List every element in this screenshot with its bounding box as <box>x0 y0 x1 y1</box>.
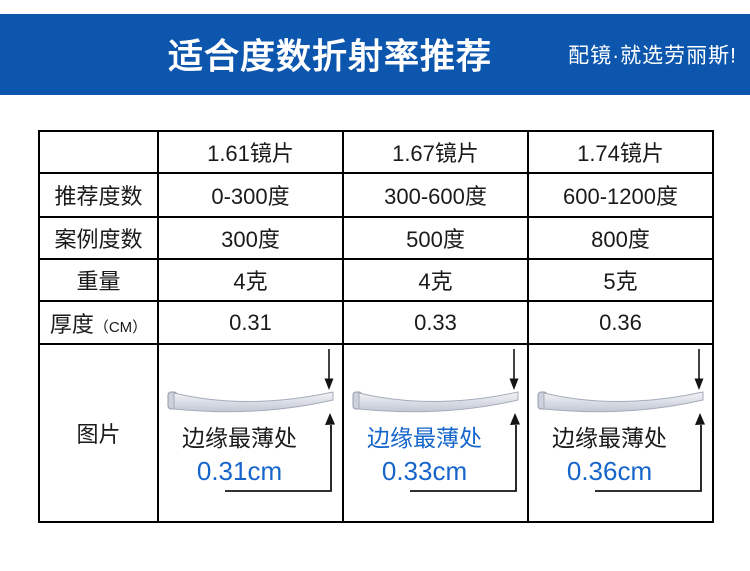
thinnest-edge-value: 0.36cm <box>566 456 653 486</box>
column-header-174: 1.74镜片 <box>527 130 714 174</box>
corner-cell <box>38 130 159 174</box>
lens-picture-cell-174: 边缘最薄处 0.36cm <box>527 343 714 523</box>
cell-value: 600-1200度 <box>527 172 714 218</box>
row-label-picture: 图片 <box>38 343 159 523</box>
row-label-weight: 重量 <box>38 258 159 302</box>
thickness-label: 厚度 <box>49 311 94 337</box>
thinnest-edge-value: 0.33cm <box>381 456 468 486</box>
table-header-row: 1.61镜片 1.67镜片 1.74镜片 <box>38 130 714 174</box>
cell-value: 0.31 <box>157 300 344 345</box>
cell-value: 4克 <box>342 258 529 302</box>
row-label-thickness: 厚度（CM） <box>38 300 159 345</box>
cell-value: 0.36 <box>527 300 714 345</box>
thinnest-edge-caption: 边缘最薄处 <box>367 425 482 451</box>
cell-value: 300度 <box>157 216 344 260</box>
lens-profile-icon <box>167 349 335 492</box>
thinnest-edge-caption: 边缘最薄处 <box>552 425 667 451</box>
thickness-unit: （CM） <box>93 318 148 336</box>
row-label-case-degree: 案例度数 <box>38 216 159 260</box>
cell-value: 800度 <box>527 216 714 260</box>
thinnest-edge-caption: 边缘最薄处 <box>182 425 297 451</box>
lens-profile-icon <box>352 349 520 492</box>
column-header-161: 1.61镜片 <box>157 130 344 174</box>
thinnest-edge-value: 0.31cm <box>196 456 283 486</box>
picture-row: 图片 边缘最薄处 0.31cm 边缘最薄处 0 <box>38 343 714 523</box>
cell-value: 4克 <box>157 258 344 302</box>
header-banner: 适合度数折射率推荐 配镜·就选劳丽斯! <box>0 14 750 95</box>
table-row: 推荐度数 0-300度 300-600度 600-1200度 <box>38 172 714 218</box>
banner-title: 适合度数折射率推荐 <box>168 36 493 76</box>
lens-picture-cell-167: 边缘最薄处 0.33cm <box>342 343 529 523</box>
banner-tagline: 配镜·就选劳丽斯! <box>568 43 737 67</box>
table-row: 厚度（CM） 0.31 0.33 0.36 <box>38 300 714 345</box>
table-row: 重量 4克 4克 5克 <box>38 258 714 302</box>
cell-value: 300-600度 <box>342 172 529 218</box>
cell-value: 500度 <box>342 216 529 260</box>
lens-profile-icon <box>537 349 705 492</box>
lens-spec-table: 1.61镜片 1.67镜片 1.74镜片 推荐度数 0-300度 300-600… <box>38 130 714 523</box>
cell-value: 5克 <box>527 258 714 302</box>
lens-picture-cell-161: 边缘最薄处 0.31cm <box>157 343 344 523</box>
table-row: 案例度数 300度 500度 800度 <box>38 216 714 260</box>
column-header-167: 1.67镜片 <box>342 130 529 174</box>
cell-value: 0-300度 <box>157 172 344 218</box>
row-label-recommended-degree: 推荐度数 <box>38 172 159 218</box>
cell-value: 0.33 <box>342 300 529 345</box>
